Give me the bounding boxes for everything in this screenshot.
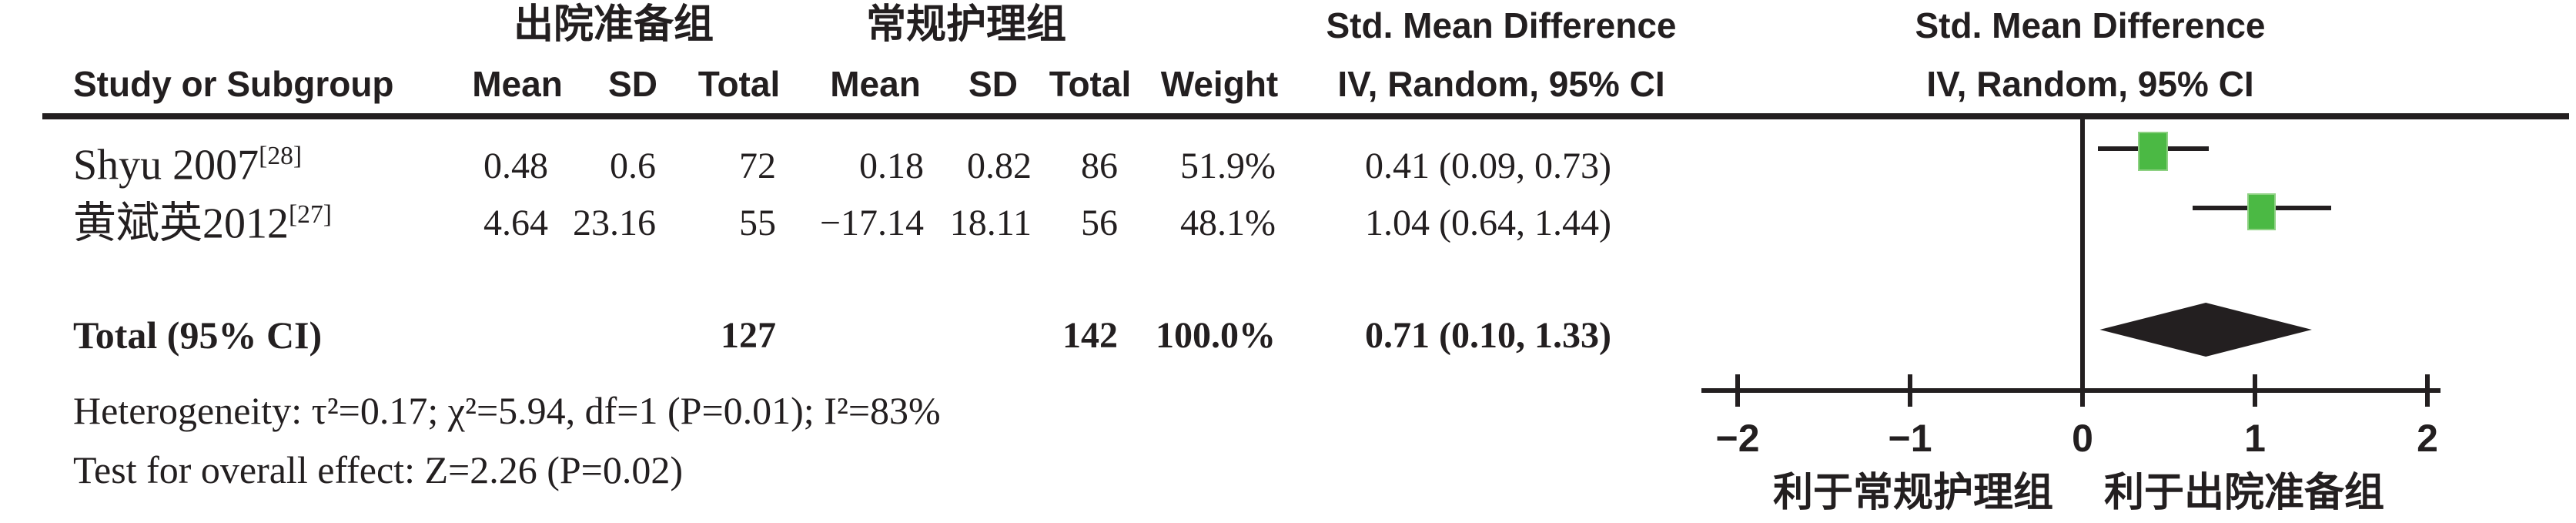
favors-right-label: 利于出院准备组: [2103, 471, 2385, 515]
study-name-text: Shyu 2007: [73, 141, 259, 189]
study-col-header: Study or Subgroup: [73, 64, 394, 104]
overall-effect-note: Test for overall effect: Z=2.26 (P=0.02): [73, 448, 684, 491]
axis-tick-label-1: −1: [1888, 417, 1932, 460]
g1-sd-header: SD: [608, 64, 657, 104]
group1-label: 出院准备组: [513, 2, 714, 47]
g2-total-header: Total: [1049, 64, 1132, 104]
total-weight: 100.0%: [1156, 315, 1276, 356]
axis-tick-1: [1908, 374, 1912, 407]
study-ref: [27]: [289, 200, 332, 229]
g1-mean-cell: 4.64: [483, 203, 548, 243]
g2-mean-cell: −17.14: [819, 203, 924, 243]
study-name-text: 黄斌英2012: [73, 199, 289, 248]
study-name: Shyu 2007[28]: [73, 143, 302, 187]
x-axis-line: [1701, 388, 2441, 393]
axis-tick-3: [2253, 374, 2257, 407]
g1-sd-cell: 0.6: [610, 146, 656, 186]
g1-mean-header: Mean: [472, 64, 563, 104]
axis-tick-0: [1735, 374, 1740, 407]
total-label: Total (95% CI): [73, 313, 323, 357]
study-1-marker: [2247, 193, 2277, 230]
smd-subtitle-right: IV, Random, 95% CI: [1926, 64, 2254, 104]
g2-sd-header: SD: [969, 64, 1018, 104]
g1-total-cell: 72: [739, 146, 776, 186]
axis-tick-label-3: 1: [2244, 417, 2266, 460]
axis-tick-2: [2080, 374, 2085, 407]
smd-title-right: Std. Mean Difference: [1915, 5, 2266, 45]
group2-label: 常规护理组: [865, 2, 1067, 47]
smd-title-left: Std. Mean Difference: [1326, 5, 1677, 45]
smd-ci-cell: 1.04 (0.64, 1.44): [1365, 203, 1611, 243]
g1-mean-cell: 0.48: [483, 146, 548, 186]
header-rule: [42, 113, 2569, 119]
study-ref: [28]: [259, 142, 303, 170]
total-diamond: [2099, 303, 2312, 357]
axis-tick-4: [2425, 374, 2430, 407]
total-g1-total: 127: [721, 315, 776, 356]
heterogeneity-note: Heterogeneity: τ²=0.17; χ²=5.94, df=1 (P…: [73, 389, 941, 432]
smd-ci-cell: 0.41 (0.09, 0.73): [1365, 146, 1611, 186]
g2-sd-cell: 18.11: [949, 203, 1032, 243]
g1-total-header: Total: [698, 64, 781, 104]
weight-cell: 48.1%: [1180, 203, 1276, 243]
zero-line: [2080, 119, 2085, 391]
axis-tick-label-2: 0: [2072, 417, 2093, 460]
weight-cell: 51.9%: [1180, 146, 1276, 186]
axis-tick-label-0: −2: [1715, 417, 1760, 460]
g2-mean-cell: 0.18: [859, 146, 924, 186]
g2-sd-cell: 0.82: [967, 146, 1032, 186]
g1-total-cell: 55: [739, 203, 776, 243]
study-0-marker: [2138, 131, 2169, 171]
axis-tick-label-4: 2: [2417, 417, 2438, 460]
g2-total-cell: 86: [1081, 146, 1118, 186]
smd-subtitle-left: IV, Random, 95% CI: [1337, 64, 1665, 104]
g1-sd-cell: 23.16: [573, 203, 656, 243]
study-name: 黄斌英2012[27]: [73, 202, 332, 246]
g2-mean-header: Mean: [830, 64, 921, 104]
favors-left-label: 利于常规护理组: [1772, 471, 2054, 515]
total-smd-ci: 0.71 (0.10, 1.33): [1365, 315, 1611, 356]
g2-total-cell: 56: [1081, 203, 1118, 243]
total-g2-total: 142: [1062, 315, 1118, 356]
weight-header: Weight: [1160, 64, 1279, 104]
